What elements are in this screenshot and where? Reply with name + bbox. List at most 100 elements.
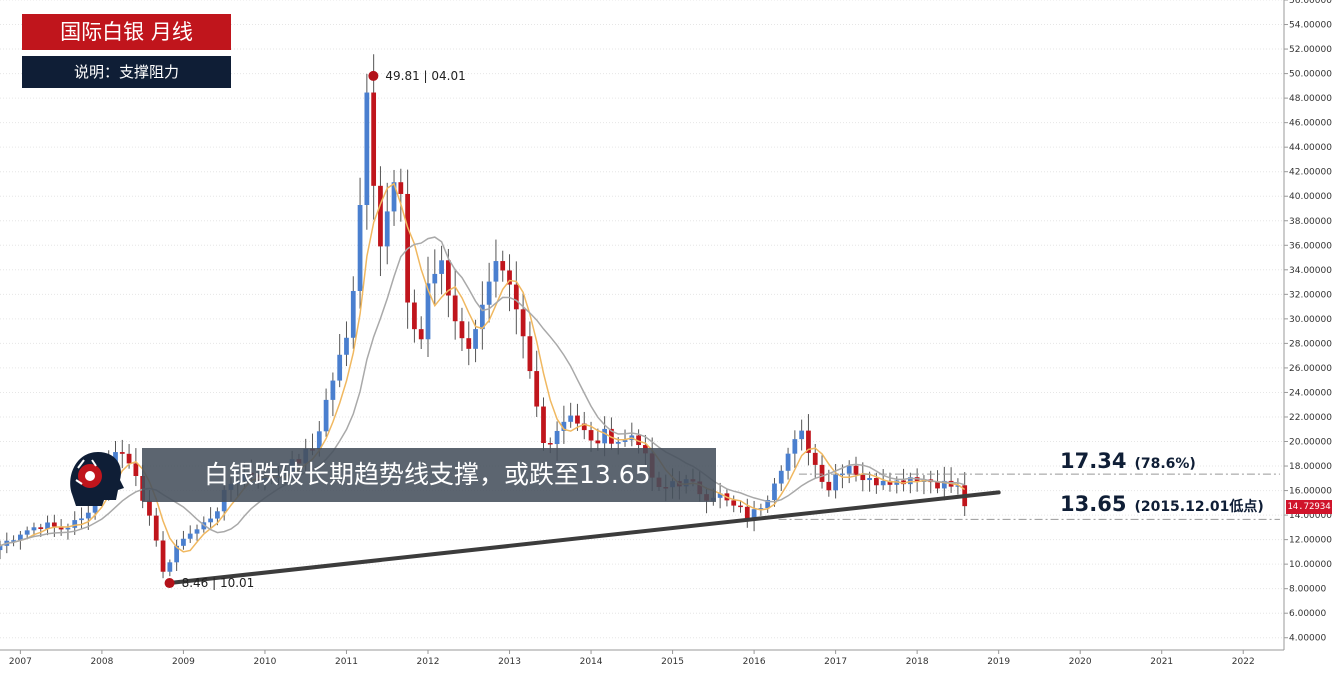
x-tick-label: 2007 bbox=[9, 657, 32, 667]
candle-body bbox=[772, 483, 777, 500]
candle-body bbox=[446, 260, 451, 296]
x-axis: 2007 2008 2009 2010 2011 2012 2013 2014 2015 2016… bbox=[0, 649, 1284, 667]
ma-fast-line bbox=[0, 182, 966, 553]
candle-body bbox=[507, 270, 512, 285]
candle-body bbox=[819, 464, 825, 482]
candle-body bbox=[473, 329, 478, 349]
candle-body bbox=[520, 309, 526, 337]
y-tick-label: 16.00000 bbox=[1289, 487, 1332, 497]
candle-body bbox=[45, 522, 50, 529]
candle-body bbox=[11, 540, 16, 542]
candle-body bbox=[493, 261, 499, 282]
candle-body bbox=[167, 562, 173, 572]
candle-body bbox=[935, 482, 940, 489]
x-tick-label: 2008 bbox=[90, 657, 113, 667]
x-tick-label: 2018 bbox=[906, 657, 929, 667]
y-tick-label: 30.00000 bbox=[1289, 315, 1332, 325]
candle-body bbox=[384, 211, 390, 247]
candle-body bbox=[778, 470, 784, 484]
candle-body bbox=[323, 399, 329, 432]
last-price-tag: 14.72934 bbox=[1286, 500, 1332, 514]
candle-body bbox=[500, 261, 506, 271]
candle-body bbox=[826, 481, 832, 491]
candle-body bbox=[364, 92, 370, 206]
candle-body bbox=[38, 527, 44, 529]
resistance-note: (78.6%) bbox=[1134, 456, 1196, 472]
y-tick-label: 46.00000 bbox=[1289, 119, 1332, 129]
y-tick-label: 36.00000 bbox=[1289, 241, 1332, 251]
candle-body bbox=[907, 477, 913, 485]
candle-body bbox=[547, 442, 553, 445]
candle-body bbox=[316, 431, 322, 450]
candle-body bbox=[738, 505, 743, 508]
y-tick-label: 56.00000 bbox=[1289, 0, 1332, 6]
candle-body bbox=[792, 439, 798, 454]
y-axis: 4.00000 6.00000 8.00000 10.00000 12.00000 14.… bbox=[1283, 0, 1332, 650]
candle-body bbox=[860, 474, 866, 481]
candle-body bbox=[371, 92, 377, 186]
trendline-group bbox=[167, 490, 1001, 586]
candle-body bbox=[378, 185, 383, 247]
y-tick-label: 50.00000 bbox=[1289, 70, 1332, 80]
candle-body bbox=[636, 435, 641, 446]
y-tick-label: 40.00000 bbox=[1289, 192, 1332, 202]
chart-title: 国际白银 月线 bbox=[22, 14, 231, 50]
candle-body bbox=[758, 508, 764, 510]
candle-body bbox=[79, 518, 84, 521]
x-tick-label: 2016 bbox=[743, 657, 766, 667]
candle-body bbox=[432, 273, 438, 284]
candle-body bbox=[799, 430, 805, 440]
candle-body bbox=[561, 421, 567, 431]
y-tick-label: 26.00000 bbox=[1289, 364, 1332, 374]
candle-body bbox=[833, 474, 838, 491]
y-tick-label: 20.00000 bbox=[1289, 438, 1332, 448]
low-point-label: 8.46 | 10.01 bbox=[182, 576, 255, 590]
candle-body bbox=[133, 463, 139, 477]
candle-body bbox=[215, 511, 220, 519]
candle-body bbox=[425, 283, 431, 340]
candle-body bbox=[765, 499, 771, 509]
candle-body bbox=[344, 337, 349, 355]
candle-body bbox=[357, 205, 363, 292]
candle-body bbox=[853, 465, 859, 475]
candle-body bbox=[85, 512, 91, 519]
x-tick-label: 2019 bbox=[987, 657, 1010, 667]
support-note: (2015.12.01低点) bbox=[1134, 499, 1264, 515]
candle-body bbox=[486, 281, 492, 305]
candle-body bbox=[887, 480, 893, 485]
y-tick-label: 22.00000 bbox=[1289, 413, 1332, 423]
candle-body bbox=[153, 515, 159, 541]
candle-body bbox=[901, 480, 906, 485]
candle-body bbox=[459, 321, 465, 339]
candle-body bbox=[330, 380, 336, 400]
y-tick-label: 4.00000 bbox=[1289, 634, 1326, 644]
candle-body bbox=[174, 545, 180, 563]
level-lines bbox=[778, 473, 1280, 520]
x-tick-label: 2017 bbox=[824, 657, 847, 667]
support-level-label: 13.65 (2015.12.01低点) bbox=[1060, 492, 1264, 516]
candle-body bbox=[452, 295, 458, 322]
candle-body bbox=[575, 415, 580, 424]
y-tick-label: 38.00000 bbox=[1289, 217, 1332, 227]
candle-body bbox=[595, 440, 601, 444]
candle-body bbox=[955, 485, 961, 487]
x-tick-label: 2011 bbox=[335, 657, 358, 667]
x-tick-label: 2021 bbox=[1150, 657, 1173, 667]
candle-body bbox=[72, 520, 78, 528]
x-tick-label: 2013 bbox=[498, 657, 521, 667]
low-point-marker bbox=[164, 578, 175, 589]
headline-banner: 白银跌破长期趋势线支撑，或跌至13.65 bbox=[142, 448, 716, 502]
resistance-level-label: 17.34 (78.6%) bbox=[1060, 449, 1196, 473]
candle-body bbox=[24, 530, 30, 535]
x-tick-label: 2022 bbox=[1232, 657, 1255, 667]
candle-body bbox=[391, 182, 397, 212]
candle-body bbox=[398, 182, 404, 194]
candle-body bbox=[534, 371, 540, 407]
y-tick-label: 48.00000 bbox=[1289, 94, 1332, 104]
x-tick-label: 2015 bbox=[661, 657, 684, 667]
candle-body bbox=[126, 453, 132, 464]
candle-body bbox=[113, 452, 118, 464]
y-tick-label: 8.00000 bbox=[1289, 585, 1326, 595]
